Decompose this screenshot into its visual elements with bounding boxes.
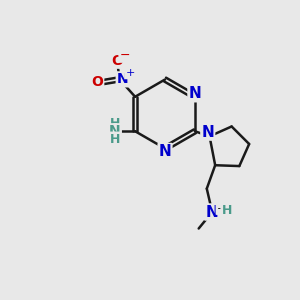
Text: N: N (201, 124, 214, 140)
Text: N: N (117, 72, 128, 86)
Text: H: H (110, 117, 120, 130)
Text: N: N (159, 144, 171, 159)
Text: N: N (205, 205, 218, 220)
Text: O: O (111, 54, 123, 68)
Text: +: + (125, 68, 135, 78)
Text: −: − (217, 204, 226, 214)
Text: N: N (109, 124, 121, 138)
Text: H: H (221, 204, 232, 217)
Text: N: N (188, 86, 201, 101)
Text: H: H (110, 133, 120, 146)
Text: −: − (119, 49, 130, 62)
Text: O: O (92, 75, 103, 89)
